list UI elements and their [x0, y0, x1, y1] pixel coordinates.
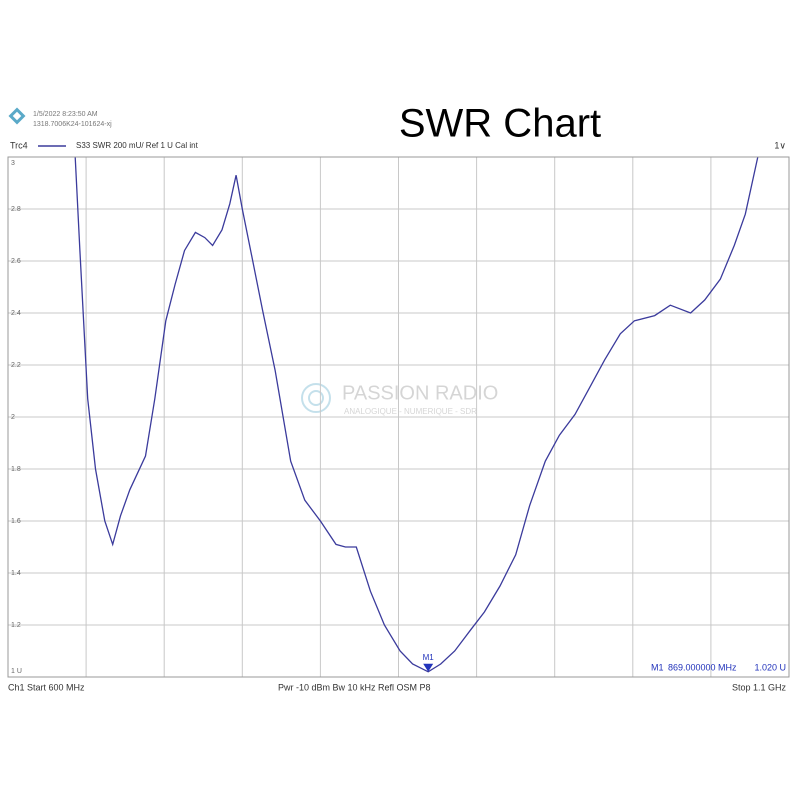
marker-label: M1 — [423, 653, 435, 662]
screenshot: 1/5/2022 8:23:50 AM 1318.7006K24-101624-… — [0, 0, 800, 800]
chart-title: SWR Chart — [399, 102, 601, 146]
legend-label: Trc4 — [10, 140, 28, 150]
y-tick-label: 2.4 — [11, 310, 21, 317]
watermark-tagline: ANALOGIQUE - NUMERIQUE - SDR — [344, 407, 477, 416]
y-tick-label: 1 U — [11, 668, 22, 675]
marker-readout-name: M1 — [651, 662, 664, 672]
footer-settings: Pwr -10 dBm Bw 10 kHz Refl OSM P8 — [278, 682, 431, 692]
device-id: 1318.7006K24-101624-xj — [33, 121, 112, 128]
y-tick-label: 1.8 — [11, 466, 21, 473]
y-tick-label: 1.4 — [11, 570, 21, 577]
y-tick-label: 2.6 — [11, 258, 21, 265]
timestamp: 1/5/2022 8:23:50 AM — [33, 111, 98, 118]
y-tick-label: 1.2 — [11, 622, 21, 629]
y-tick-label: 2.2 — [11, 362, 21, 369]
footer-start: Ch1 Start 600 MHz — [8, 682, 85, 692]
footer-stop: Stop 1.1 GHz — [732, 682, 787, 692]
scale-menu[interactable]: 1∨ — [774, 140, 786, 150]
trace-settings: S33 SWR 200 mU/ Ref 1 U Cal int — [76, 141, 199, 150]
y-tick-label: 1.6 — [11, 518, 21, 525]
marker-readout-value: 1.020 U — [754, 662, 786, 672]
marker-readout-x: 869.000000 MHz — [668, 662, 737, 672]
watermark-name: PASSION RADIO — [342, 382, 498, 404]
y-tick-label: 2.8 — [11, 206, 21, 213]
y-tick-label: 2 — [11, 414, 15, 421]
y-tick-label: 3 — [11, 160, 15, 167]
